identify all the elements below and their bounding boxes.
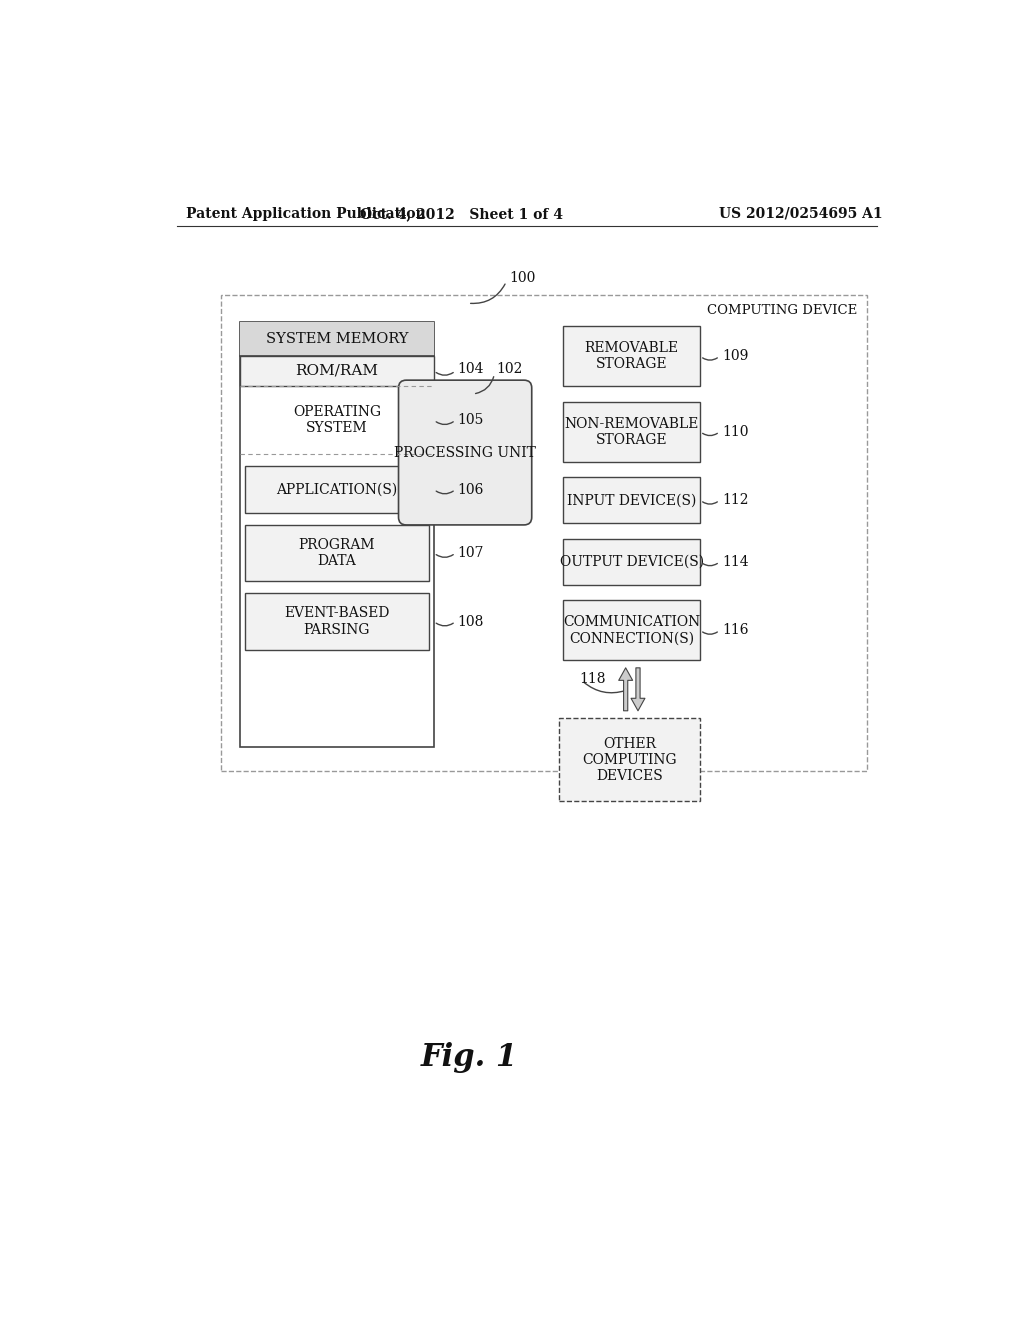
Text: 102: 102	[497, 363, 523, 376]
FancyBboxPatch shape	[246, 525, 429, 581]
Text: Patent Application Publication: Patent Application Publication	[186, 207, 426, 220]
Text: 110: 110	[722, 425, 749, 438]
FancyBboxPatch shape	[563, 601, 700, 660]
Text: US 2012/0254695 A1: US 2012/0254695 A1	[719, 207, 883, 220]
FancyBboxPatch shape	[240, 322, 434, 355]
Text: 104: 104	[458, 363, 484, 376]
Text: INPUT DEVICE(S): INPUT DEVICE(S)	[567, 494, 696, 507]
Text: PROGRAM
DATA: PROGRAM DATA	[299, 539, 375, 568]
Text: Oct. 4, 2012   Sheet 1 of 4: Oct. 4, 2012 Sheet 1 of 4	[360, 207, 563, 220]
FancyBboxPatch shape	[398, 380, 531, 525]
Text: COMPUTING DEVICE: COMPUTING DEVICE	[708, 305, 857, 317]
Text: ROM/RAM: ROM/RAM	[295, 364, 379, 378]
FancyBboxPatch shape	[563, 478, 700, 524]
Text: 114: 114	[722, 554, 749, 569]
Text: EVENT-BASED
PARSING: EVENT-BASED PARSING	[285, 606, 389, 636]
Text: 118: 118	[580, 672, 606, 686]
FancyBboxPatch shape	[240, 355, 434, 387]
Text: Fig. 1: Fig. 1	[421, 1043, 518, 1073]
Text: 106: 106	[458, 483, 484, 496]
FancyBboxPatch shape	[246, 466, 429, 512]
Text: OPERATING
SYSTEM: OPERATING SYSTEM	[293, 405, 381, 436]
Text: 116: 116	[722, 623, 749, 638]
Text: 107: 107	[458, 546, 484, 560]
Text: PROCESSING UNIT: PROCESSING UNIT	[394, 446, 536, 459]
FancyBboxPatch shape	[559, 718, 700, 801]
FancyArrowPatch shape	[618, 668, 633, 710]
FancyBboxPatch shape	[246, 594, 429, 649]
Text: 100: 100	[509, 271, 536, 285]
FancyBboxPatch shape	[563, 401, 700, 462]
Text: 112: 112	[722, 494, 749, 507]
FancyArrowPatch shape	[631, 668, 645, 710]
FancyBboxPatch shape	[563, 326, 700, 387]
Text: SYSTEM MEMORY: SYSTEM MEMORY	[265, 331, 409, 346]
FancyBboxPatch shape	[563, 539, 700, 585]
Text: APPLICATION(S): APPLICATION(S)	[276, 483, 397, 496]
Text: 105: 105	[458, 413, 484, 428]
Text: NON-REMOVABLE
STORAGE: NON-REMOVABLE STORAGE	[564, 417, 699, 447]
Text: COMMUNICATION
CONNECTION(S): COMMUNICATION CONNECTION(S)	[563, 615, 700, 645]
Text: 109: 109	[722, 350, 749, 363]
Text: OUTPUT DEVICE(S): OUTPUT DEVICE(S)	[560, 554, 703, 569]
Text: OTHER
COMPUTING
DEVICES: OTHER COMPUTING DEVICES	[583, 737, 677, 783]
Text: 108: 108	[458, 615, 484, 628]
Text: REMOVABLE
STORAGE: REMOVABLE STORAGE	[585, 341, 679, 371]
